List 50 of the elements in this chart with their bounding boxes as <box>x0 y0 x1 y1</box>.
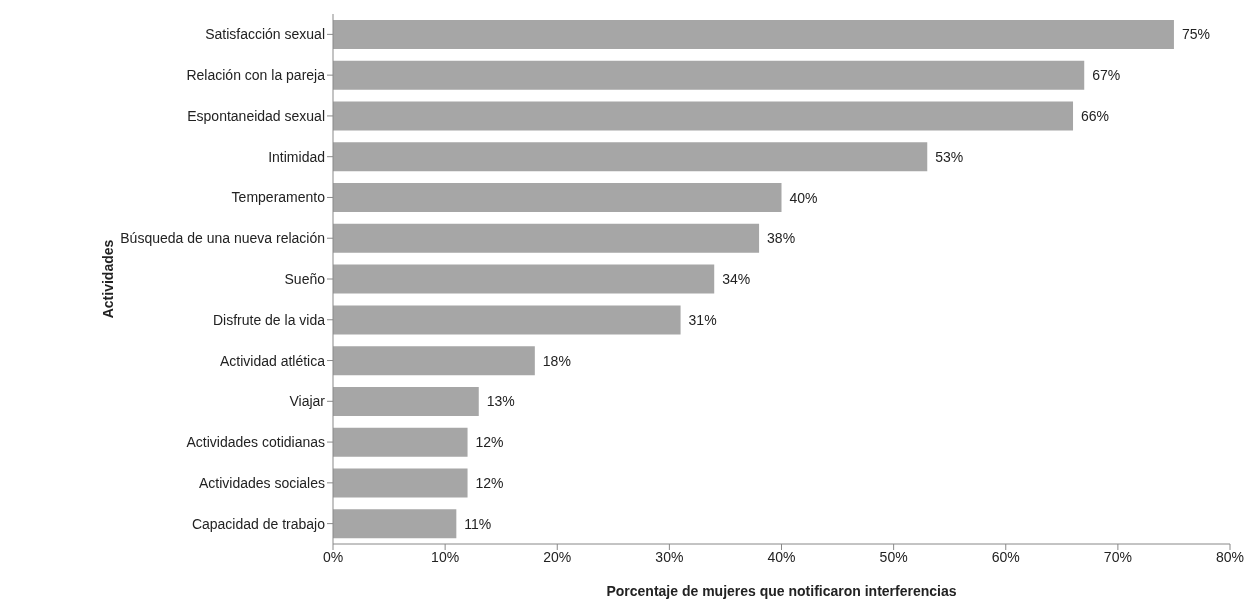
x-tick-label: 60% <box>991 548 1020 565</box>
data-label: 12% <box>475 474 504 491</box>
x-axis-title: Porcentaje de mujeres que notificaron interferencias <box>606 583 957 599</box>
x-tick-label: 70% <box>1103 548 1132 565</box>
data-label: 13% <box>486 393 515 410</box>
data-label: 53% <box>935 148 964 165</box>
x-tick-label: 10% <box>431 548 460 565</box>
y-tick-label: Disfrute de la vida <box>212 311 326 328</box>
y-axis-title: Actividades <box>99 239 116 319</box>
y-tick-label: Temperamento <box>231 189 326 206</box>
y-tick-label: Relación con la pareja <box>186 67 326 84</box>
y-tick-label: Viajar <box>289 393 326 410</box>
bar <box>333 101 1074 131</box>
y-tick-label: Capacidad de trabajo <box>191 515 326 532</box>
x-tick-label: 80% <box>1215 548 1245 565</box>
data-label: 40% <box>789 189 818 206</box>
y-tick-label: Actividad atlética <box>219 352 326 369</box>
y-tick-label: Espontaneidad sexual <box>187 107 325 124</box>
bar <box>333 427 468 457</box>
x-tick-label: 40% <box>767 548 796 565</box>
data-label: 34% <box>722 271 751 288</box>
data-label: 38% <box>767 230 796 247</box>
data-label: 31% <box>688 311 717 328</box>
x-tick-label: 30% <box>655 548 684 565</box>
bar <box>333 468 468 498</box>
y-tick-label: Intimidad <box>268 148 325 165</box>
data-label: 12% <box>475 434 504 451</box>
data-label: 66% <box>1081 108 1110 125</box>
bar <box>333 142 928 172</box>
bar <box>333 305 681 335</box>
x-tick-label: 50% <box>879 548 908 565</box>
bar <box>333 509 457 539</box>
data-label: 67% <box>1092 67 1121 84</box>
bar <box>333 386 479 416</box>
bar <box>333 223 760 253</box>
bar <box>333 20 1174 49</box>
y-tick-label: Satisfacción sexual <box>205 26 325 43</box>
data-label: 11% <box>464 515 492 532</box>
y-tick-label: Actividades sociales <box>198 474 325 491</box>
x-tick-label: 20% <box>543 548 572 565</box>
data-label: 18% <box>542 352 571 369</box>
y-tick-label: Sueño <box>284 270 326 287</box>
data-label: 75% <box>1181 26 1210 43</box>
y-tick-label: Actividades cotidianas <box>186 434 325 451</box>
bar <box>333 60 1085 90</box>
bar <box>333 183 782 213</box>
bar <box>333 346 535 376</box>
y-tick-label: Búsqueda de una nueva relación <box>120 230 325 247</box>
x-tick-label: 0% <box>322 548 344 565</box>
bar <box>333 264 715 294</box>
